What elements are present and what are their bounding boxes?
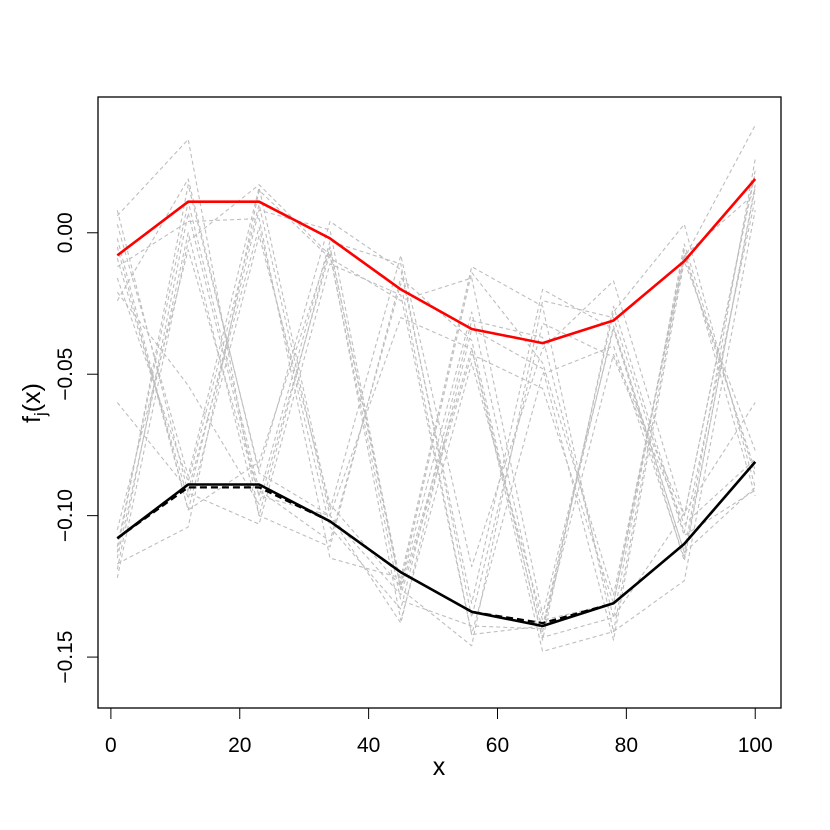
sample-line-17 (116, 192, 756, 652)
sample-line-14 (116, 209, 756, 636)
y-axis: 0.00 −0.05 −0.10 −0.15 (54, 212, 99, 684)
sample-line-11 (116, 178, 756, 604)
lower-dashed-line (116, 461, 757, 625)
y-axis-label-tail: (x) (18, 383, 46, 412)
svg-text:fj(x): fj(x) (18, 383, 50, 423)
y-axis-label: fj(x) (18, 383, 50, 423)
x-axis: 0 20 40 60 80 100 (105, 707, 773, 757)
y-tick-label: −0.05 (54, 348, 77, 401)
x-tick-label: 40 (357, 734, 380, 757)
plot-frame (97, 96, 782, 709)
y-axis-label-main: f (18, 416, 46, 423)
sample-line-16 (116, 246, 756, 647)
sample-line-3 (116, 173, 756, 568)
sample-line-9 (116, 249, 756, 621)
sample-line-15 (116, 170, 756, 630)
x-tick-label: 60 (486, 734, 509, 757)
y-axis-label-subscript: j (31, 412, 50, 417)
sample-line-2 (116, 159, 756, 604)
sample-line-5 (116, 187, 756, 636)
sample-line-18 (116, 203, 756, 641)
sample-line-6 (116, 209, 756, 638)
x-axis-label: x (433, 753, 446, 781)
x-tick-label: 100 (738, 734, 773, 757)
sample-line-10 (116, 198, 756, 641)
x-tick-label: 80 (615, 734, 638, 757)
y-tick-label: −0.10 (54, 489, 77, 542)
y-tick-label: 0.00 (54, 212, 77, 253)
y-tick-label: −0.15 (54, 631, 77, 684)
x-tick-label: 20 (228, 734, 251, 757)
series-layer (116, 125, 757, 652)
upper-red-line (116, 178, 757, 345)
x-tick-label: 0 (105, 734, 117, 757)
sample-line-7 (117, 209, 756, 633)
sample-line-1 (116, 125, 756, 596)
